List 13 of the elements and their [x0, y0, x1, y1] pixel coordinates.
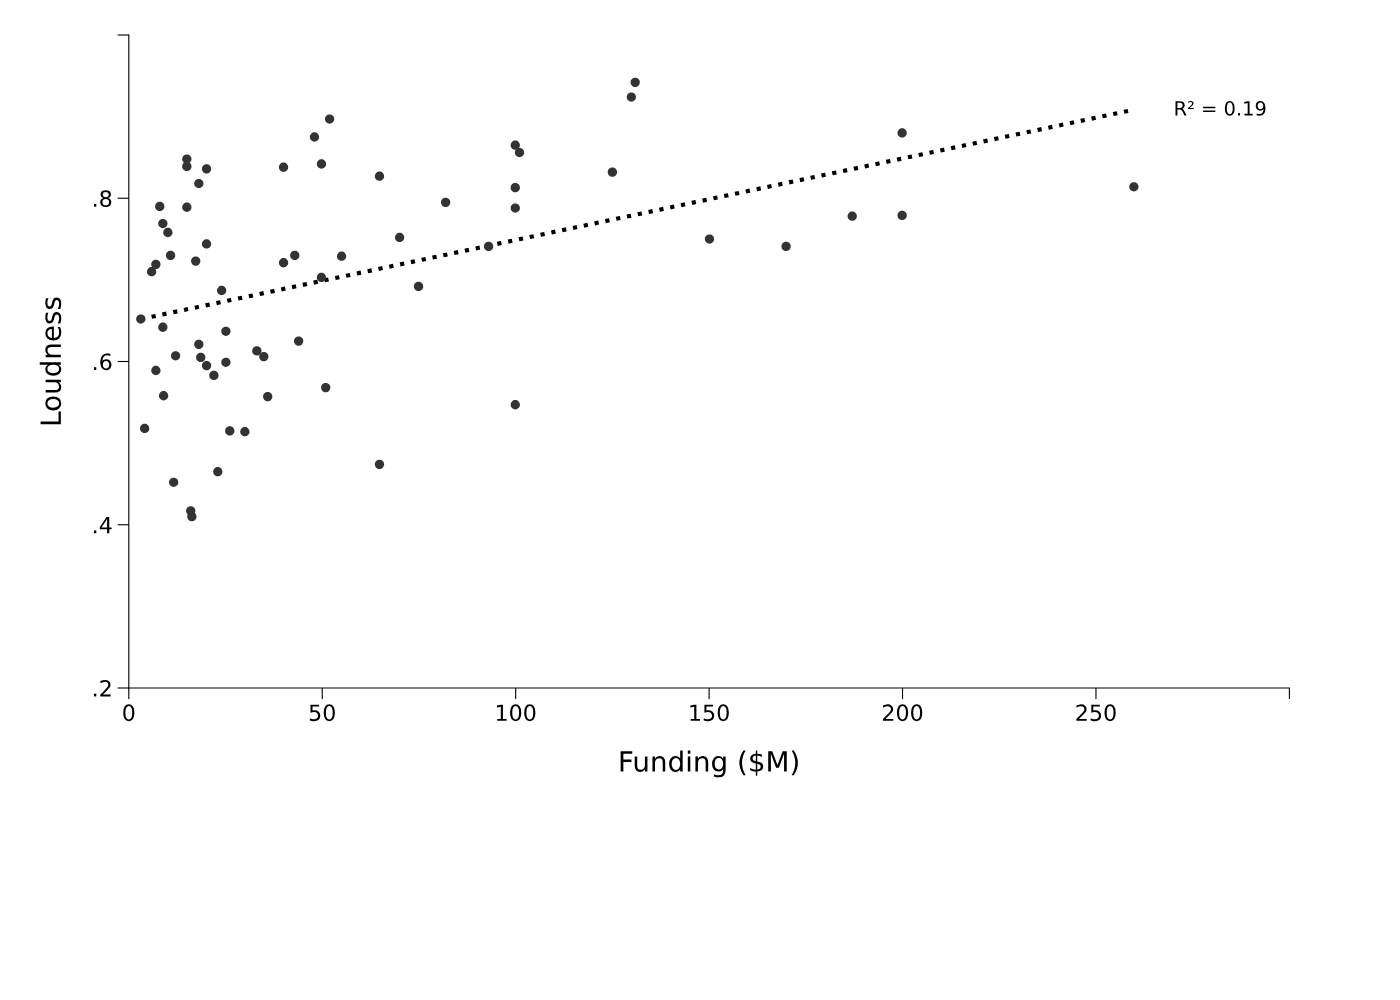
- x-tick-label: 0: [123, 704, 135, 722]
- y-axis-title: Loudness: [39, 297, 62, 425]
- y-tick-label: .4: [94, 516, 112, 534]
- y-tick-label: .2: [94, 679, 111, 697]
- x-tick-label: 100: [496, 704, 536, 722]
- x-tick-label: 150: [690, 704, 729, 722]
- y-tick-label: .6: [94, 353, 112, 371]
- x-tick-label: 250: [1076, 704, 1116, 722]
- x-axis-title: Funding ($M): [620, 750, 798, 778]
- annotation: R² = 0.19: [1175, 101, 1266, 116]
- x-tick-label: 50: [309, 704, 335, 722]
- x-tick-label: 200: [882, 704, 923, 722]
- y-tick-label: .8: [94, 190, 112, 208]
